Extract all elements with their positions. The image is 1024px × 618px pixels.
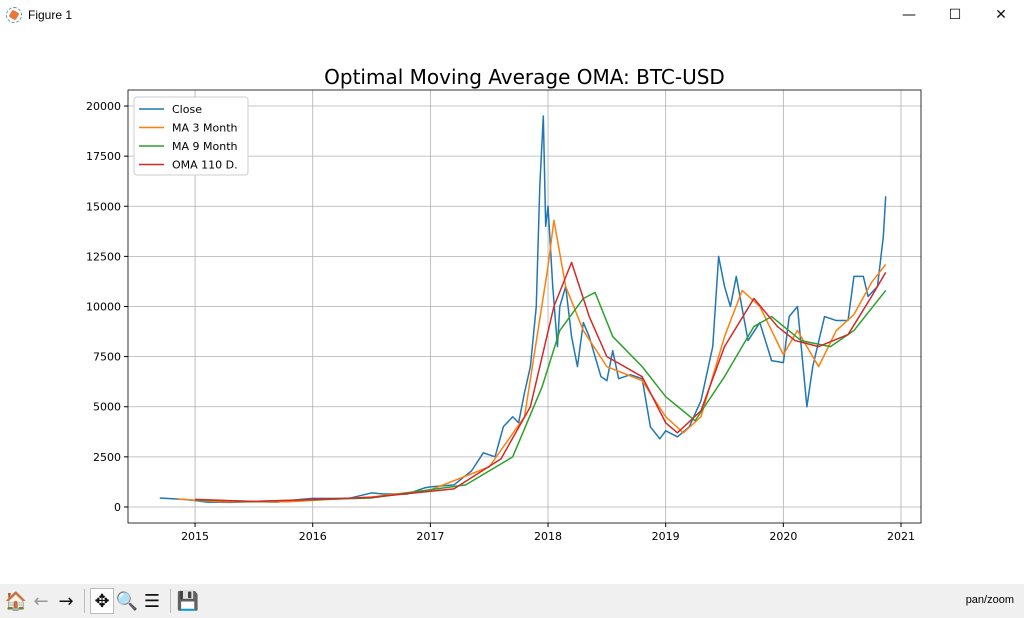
forward-button[interactable]: → [58, 590, 74, 612]
axes-frame [127, 89, 922, 524]
title-bar: Figure 1 — ☐ ✕ [0, 0, 1024, 30]
minimize-button[interactable]: — [902, 7, 916, 23]
chart[interactable]: 2015 2016 2017 2018 2019 2020 2021 0 2500 5000 750… [0, 30, 1024, 584]
status-text: pan/zoom [965, 594, 1014, 606]
toolbar: 🏠 ← → ✥ 🔍 ☰ 💾 [0, 584, 1024, 618]
x-tick-label: 2015 [181, 530, 209, 543]
y-tick-label: 17500 [86, 150, 121, 163]
y-tick-label: 7500 [93, 351, 121, 364]
maximize-button[interactable]: ☐ [948, 7, 962, 23]
legend-box [133, 96, 249, 176]
separator [170, 589, 171, 613]
y-tick-label: 2500 [93, 451, 121, 464]
separator [84, 589, 85, 613]
chart-title: Optimal Moving Average OMA: BTC-USD [324, 65, 725, 89]
x-tick-label: 2020 [769, 530, 797, 543]
pan-button[interactable]: ✥ [90, 588, 114, 614]
y-tick-label: 10000 [86, 301, 121, 314]
x-tick-label: 2016 [299, 530, 327, 543]
zoom-button[interactable]: 🔍 [115, 590, 139, 612]
x-tick-label: 2017 [416, 530, 444, 543]
y-tick-label: 20000 [86, 100, 121, 113]
y-tick-label: 15000 [86, 200, 121, 213]
y-tick-label: 0 [114, 501, 121, 514]
y-tick-label: 12500 [86, 250, 121, 263]
x-tick-label: 2019 [652, 530, 680, 543]
home-button[interactable]: 🏠 [4, 590, 28, 612]
x-tick-label: 2018 [534, 530, 562, 543]
series-line-oma-110-d- [195, 261, 887, 503]
configure-subplots-button[interactable]: ☰ [143, 590, 161, 612]
legend-label: Close [172, 103, 202, 116]
series-line-close [159, 115, 887, 504]
matplotlib-logo-icon [6, 7, 22, 23]
series-line-ma-9-month [195, 289, 887, 503]
x-tick-label: 2021 [887, 530, 915, 543]
legend-label: MA 9 Month [172, 140, 238, 153]
window-title: Figure 1 [28, 8, 73, 22]
close-button[interactable]: ✕ [995, 7, 1007, 23]
y-tick-label: 5000 [93, 401, 121, 414]
legend-label: MA 3 Month [172, 122, 238, 135]
legend-label: OMA 110 D. [172, 159, 238, 172]
save-button[interactable]: 💾 [176, 590, 200, 612]
back-button[interactable]: ← [33, 590, 49, 612]
